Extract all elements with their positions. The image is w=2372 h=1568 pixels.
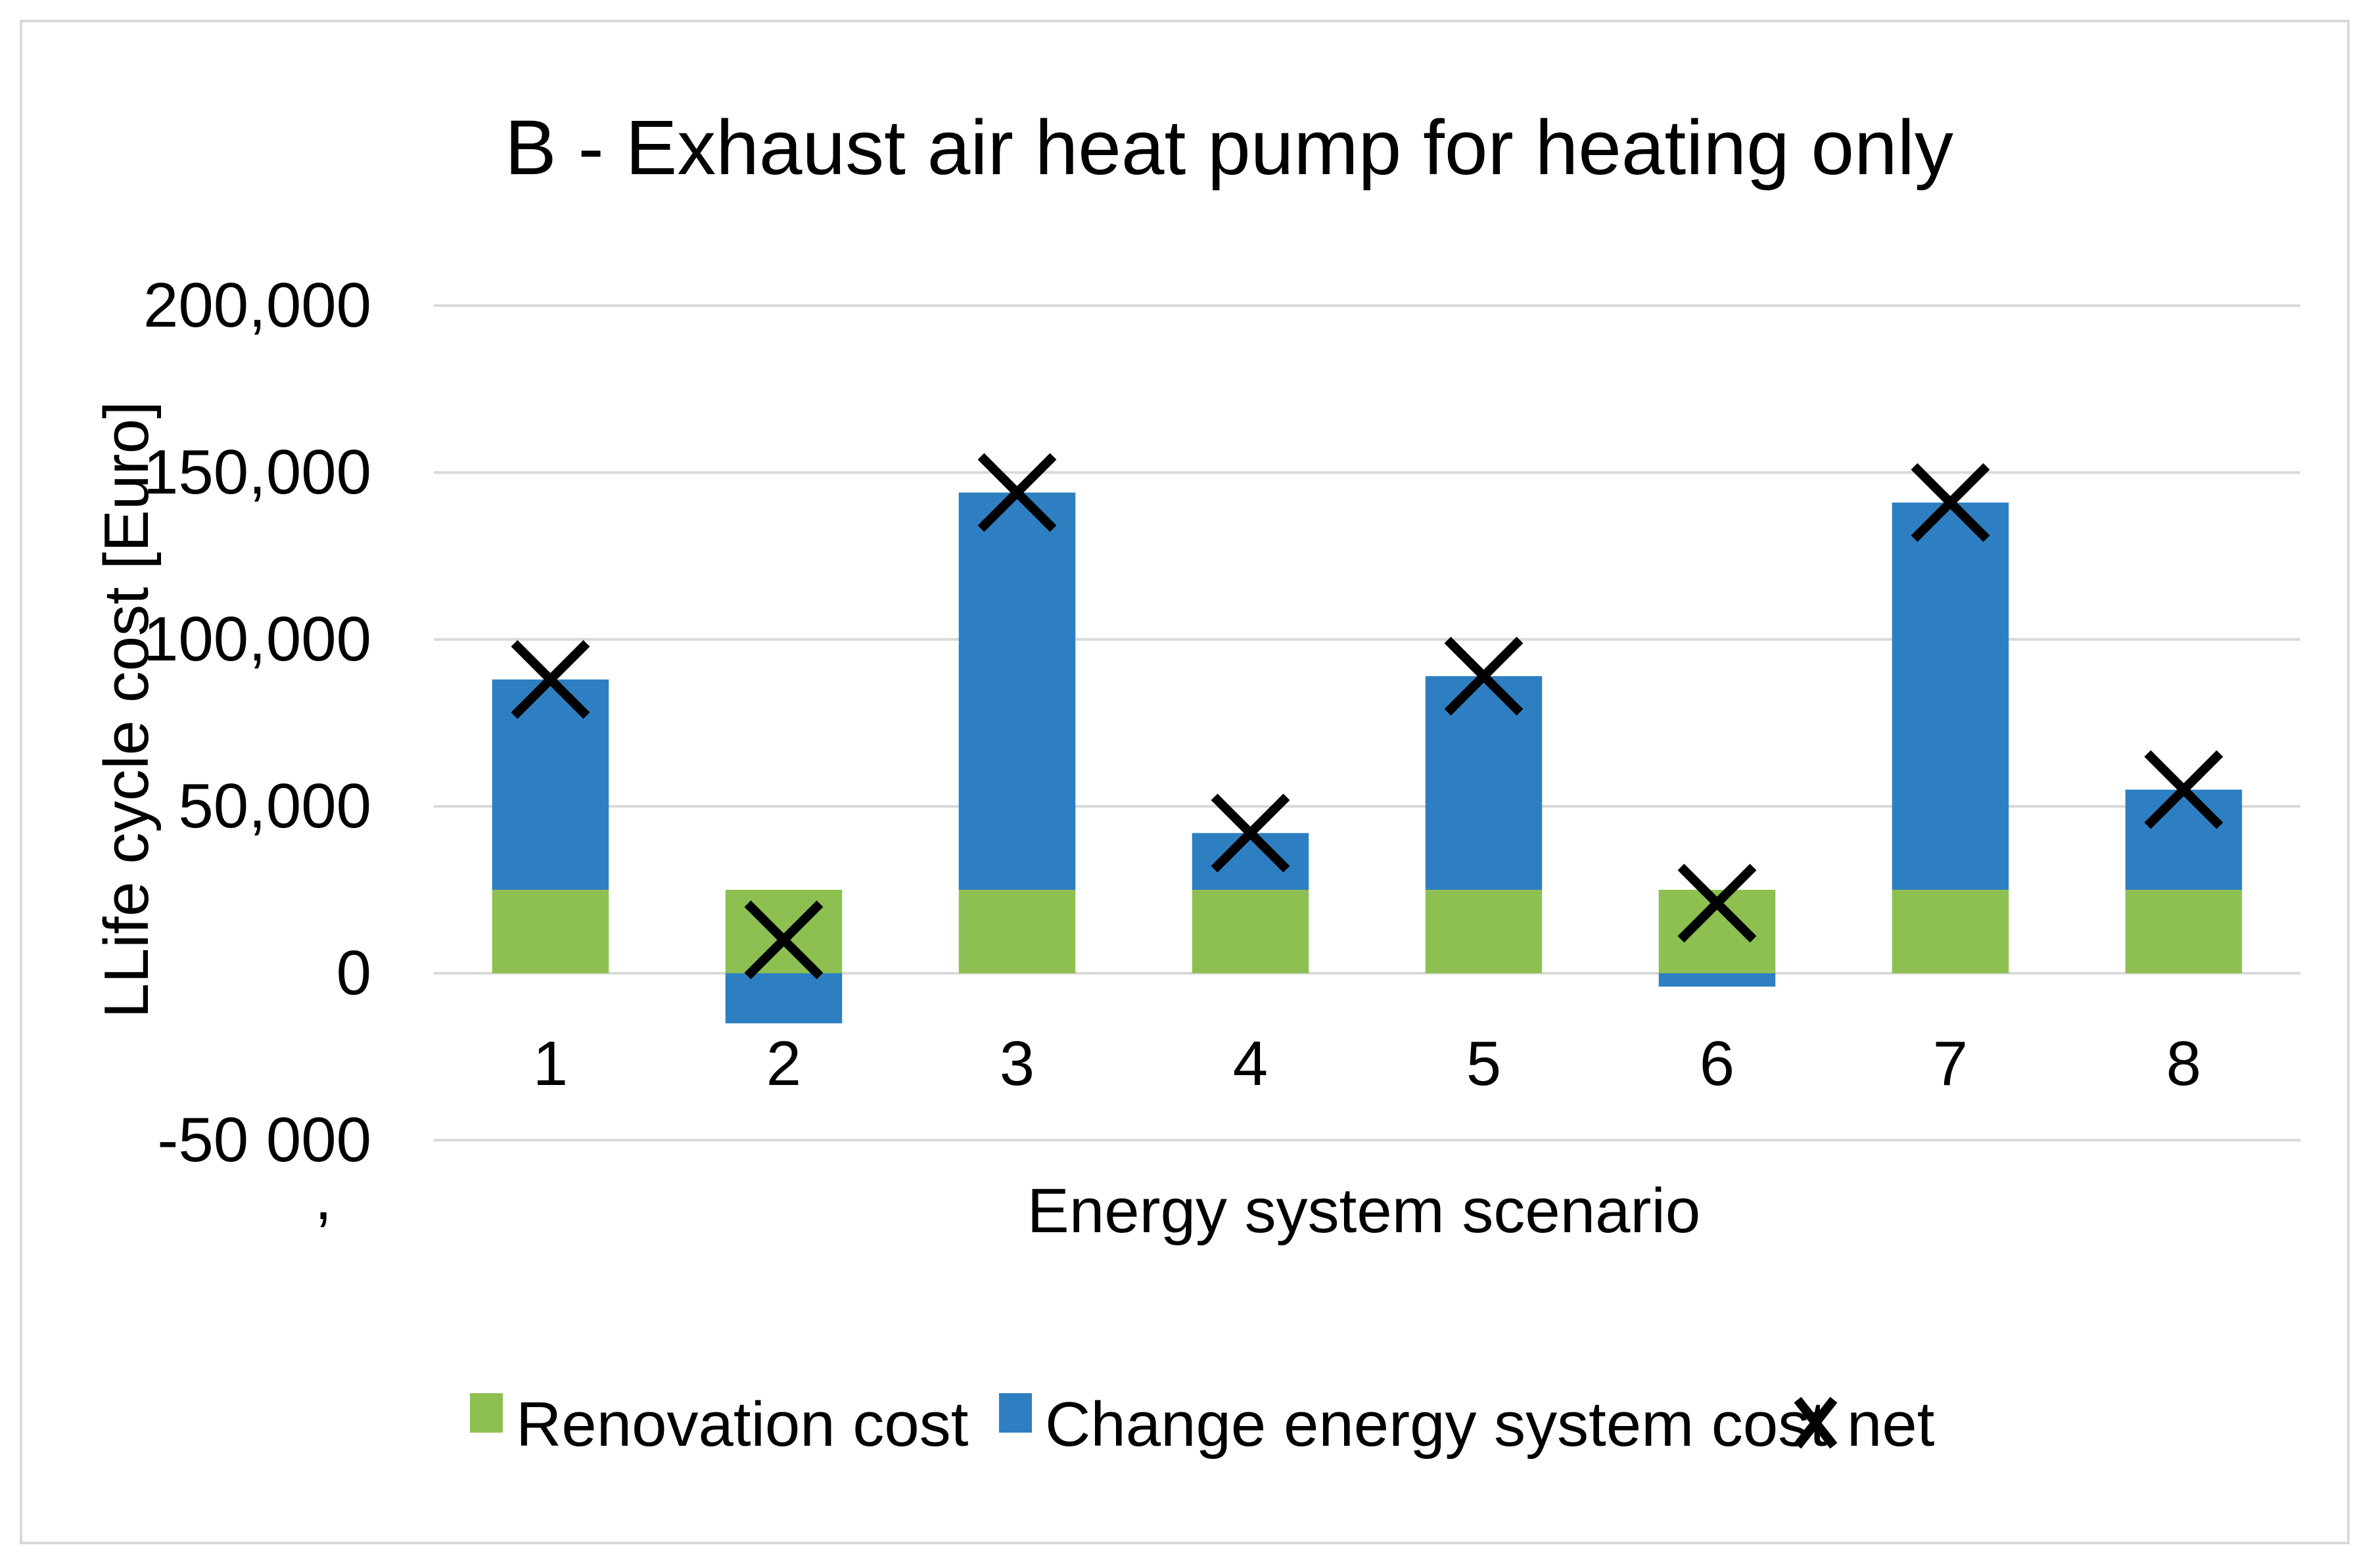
bar-segment bbox=[958, 492, 1076, 890]
net-marker bbox=[2144, 750, 2223, 829]
legend-item-change-energy: Change energy system cost bbox=[999, 1389, 1827, 1460]
bar-segment bbox=[1192, 833, 1309, 890]
x-tick-label: 1 bbox=[533, 1028, 568, 1099]
bar-segment bbox=[2125, 789, 2243, 890]
x-tick-label: 3 bbox=[1000, 1028, 1035, 1099]
bar-segment bbox=[1425, 676, 1543, 890]
bar-segment bbox=[725, 973, 843, 1024]
legend-item-net: net bbox=[1794, 1389, 1934, 1460]
bar-segment bbox=[492, 679, 609, 890]
x-tick-label: 6 bbox=[1700, 1028, 1734, 1099]
bar-segment bbox=[1892, 890, 2009, 973]
x-tick-label: 8 bbox=[2166, 1028, 2201, 1099]
y-axis-ticks: -50 000 0 50,000 100,000 150,000 200,000 bbox=[143, 270, 371, 1175]
bar-segment bbox=[2125, 890, 2243, 973]
legend-net-marker-icon bbox=[1794, 1396, 1838, 1449]
x-tick-label: 5 bbox=[1466, 1028, 1501, 1099]
net-markers bbox=[511, 453, 2223, 980]
x-tick-label: 2 bbox=[766, 1028, 801, 1099]
legend-label-renovation: Renovation cost bbox=[516, 1389, 968, 1460]
bar-segment bbox=[725, 890, 843, 973]
net-marker bbox=[511, 640, 590, 719]
y-axis-label: LLife cycle cost [Euro] bbox=[91, 401, 162, 1018]
net-marker bbox=[744, 900, 824, 980]
bar-segment bbox=[958, 890, 1076, 973]
legend-swatch-renovation bbox=[470, 1393, 503, 1433]
net-marker bbox=[1444, 636, 1523, 716]
bar-segment bbox=[1892, 502, 2009, 890]
legend-swatch-change-energy bbox=[999, 1393, 1032, 1433]
legend-label-change-energy: Change energy system cost bbox=[1045, 1389, 1827, 1460]
y-tick-label: 0 bbox=[337, 938, 371, 1008]
y-tick-label: 50,000 bbox=[178, 771, 371, 841]
y-axis-tick-stray-mark: , bbox=[315, 1163, 333, 1233]
y-tick-label: -50 000 bbox=[157, 1105, 371, 1175]
bar-segment bbox=[492, 890, 609, 973]
y-tick-label: 150,000 bbox=[143, 437, 371, 507]
y-tick-label: 100,000 bbox=[143, 604, 371, 674]
y-tick-label: 200,000 bbox=[143, 270, 371, 340]
net-marker bbox=[1677, 864, 1757, 943]
net-marker bbox=[1911, 463, 1990, 542]
bars bbox=[492, 492, 2243, 1024]
bar-segment bbox=[1658, 973, 1776, 987]
x-tick-label: 4 bbox=[1233, 1028, 1268, 1099]
x-axis-label: Energy system scenario bbox=[1027, 1176, 1700, 1246]
legend: Renovation cost Change energy system cos… bbox=[470, 1389, 1934, 1460]
legend-item-renovation: Renovation cost bbox=[470, 1389, 968, 1460]
bar-segment bbox=[1192, 890, 1309, 973]
chart-title: B - Exhaust air heat pump for heating on… bbox=[505, 104, 1953, 191]
net-marker bbox=[1211, 793, 1290, 873]
net-marker bbox=[977, 453, 1057, 532]
gridlines bbox=[434, 304, 2300, 1141]
bar-segment bbox=[1425, 890, 1543, 973]
legend-label-net: net bbox=[1847, 1389, 1934, 1460]
x-tick-label: 7 bbox=[1933, 1028, 1968, 1099]
x-axis-ticks: 1 2 3 4 5 6 7 8 bbox=[533, 1028, 2201, 1099]
